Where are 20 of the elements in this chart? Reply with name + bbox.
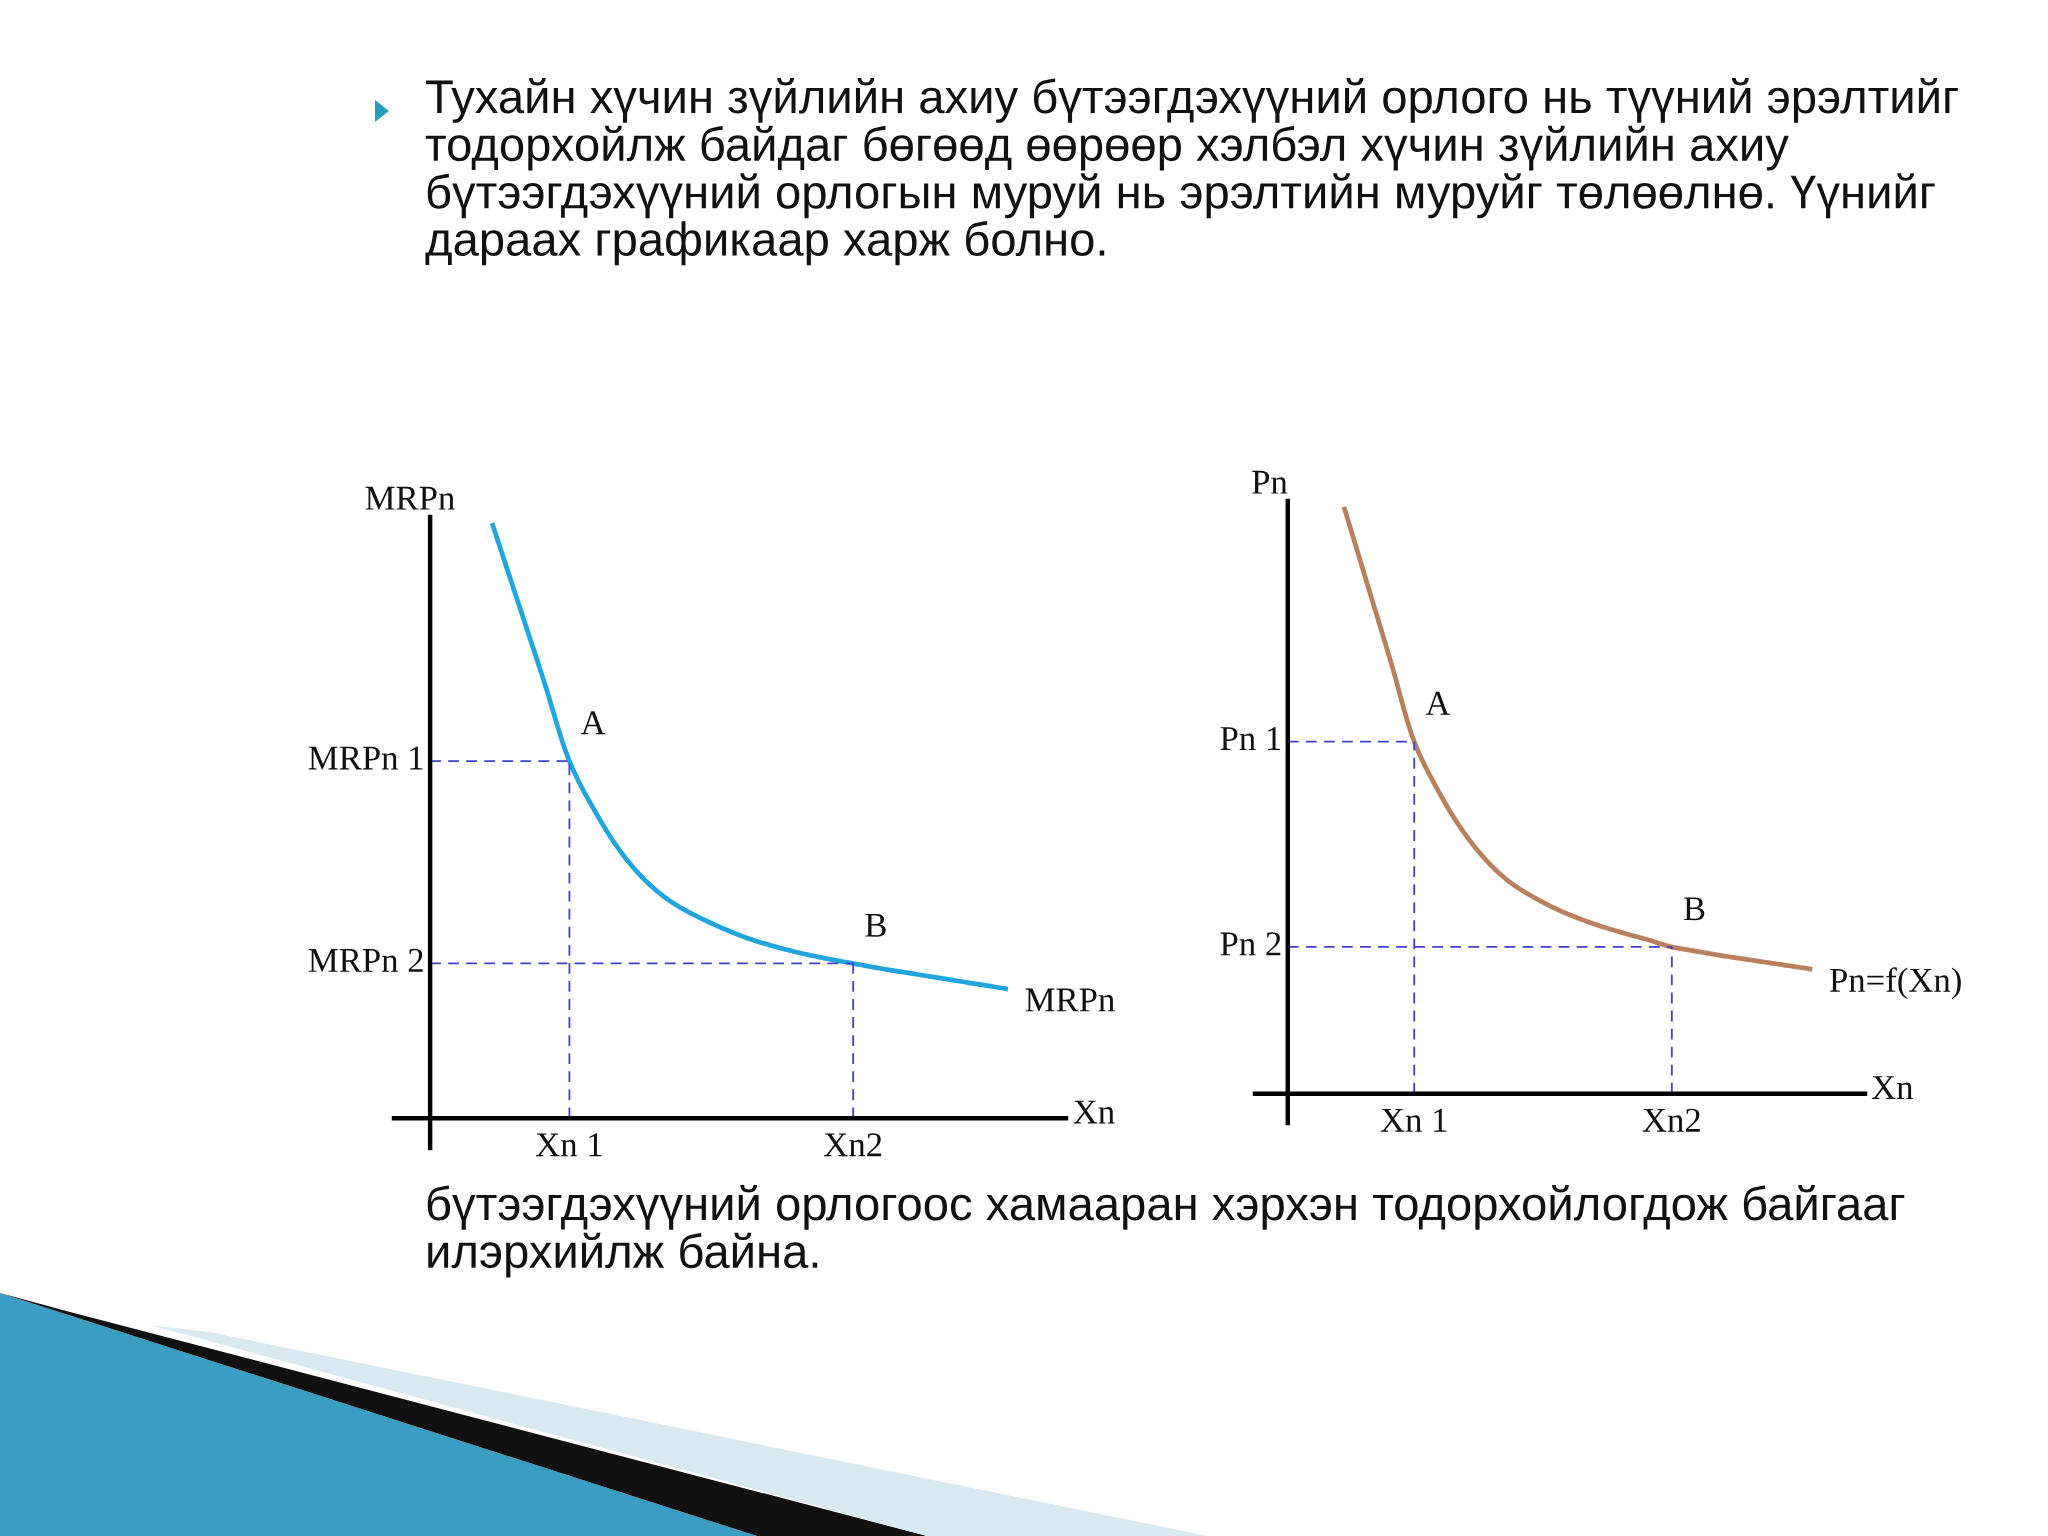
ref-line-label: Pn 1 (1220, 727, 1281, 750)
x-axis-title: Xn (1073, 1100, 1115, 1124)
x-axis-title: Xn (1871, 1076, 1914, 1099)
series-label: MRPn (1025, 988, 1115, 1012)
x-tick-label: Xn 1 (1380, 1108, 1447, 1132)
ref-line-label: MRPn 2 (308, 948, 423, 972)
ref-line-label: Pn 2 (1220, 932, 1281, 956)
x-tick-label: Xn2 (1642, 1108, 1700, 1132)
series-label: Pn=f(Xn) (1829, 967, 1961, 1000)
annotation: A (580, 711, 606, 735)
annotation: B (1683, 897, 1705, 921)
text: Тухайн хүчин зүйлийн ахиу бүтээгдэхүүний орлого нь түүний эрэлтийг тодорхойлж байдаг бөгөөд өөрөөр хэлбэл хүчин зүйлийн ахиу бүтээгдэхүүний орлогын муруй нь эрэлтийн муруйг төлөөлнө. Үүнийг дараах графикаар харж болно. (425, 78, 1958, 266)
annotation: A (1425, 691, 1451, 715)
ref-line-label: MRPn 1 (308, 746, 423, 770)
x-tick-label: Xn2 (824, 1133, 882, 1157)
text: бүтээгдэхүүний орлогоос хамааран хэрхэн тодорхойлогдож байгааг илэрхийлж байна. (427, 1185, 1905, 1278)
y-axis-title: MRPn (365, 486, 455, 510)
annotation: B (865, 913, 886, 937)
y-axis-title: Pn (1252, 470, 1288, 494)
x-tick-label: Xn 1 (535, 1133, 602, 1157)
